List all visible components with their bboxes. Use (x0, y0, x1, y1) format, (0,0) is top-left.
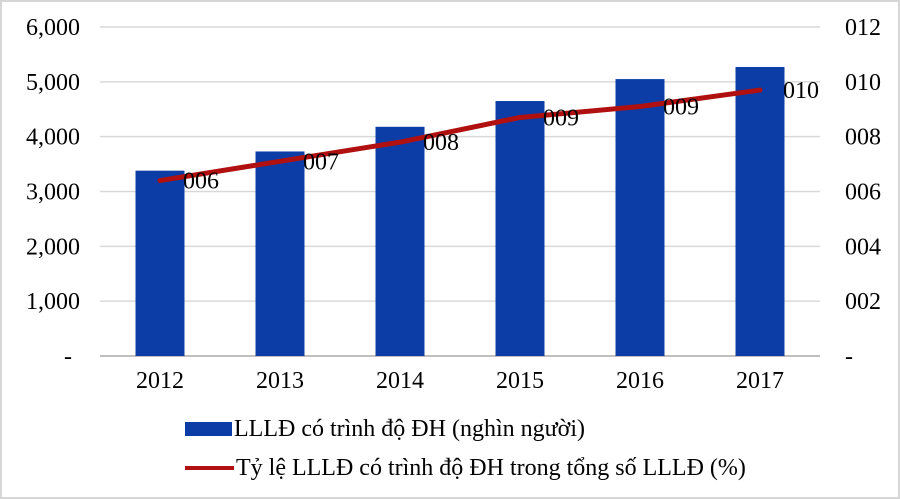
bar-2012 (135, 170, 185, 356)
left-axis-tick-label: 4,000 (26, 125, 80, 151)
left-axis-tick-label: 5,000 (26, 70, 80, 96)
right-axis-tick-label: 002 (845, 289, 881, 315)
category-label: 2017 (736, 368, 784, 394)
right-axis-tick-label: 004 (845, 234, 881, 260)
bar-2014 (375, 126, 425, 357)
category-label: 2014 (376, 368, 424, 394)
line-data-label: 008 (423, 130, 459, 156)
bar-2015 (495, 101, 545, 357)
right-axis-tick-label: 008 (845, 125, 881, 151)
bar-2013 (255, 151, 305, 356)
line-data-label: 010 (783, 78, 819, 104)
right-axis-tick-label: 012 (845, 15, 881, 41)
line-swatch-icon (185, 466, 234, 470)
bar-2016 (615, 79, 665, 356)
left-axis-tick-label: 6,000 (26, 15, 80, 41)
category-label: 2013 (256, 368, 304, 394)
legend-item-bars: LLLĐ có trình độ ĐH (nghìn người) (185, 415, 746, 443)
right-axis-tick-label: 010 (845, 70, 881, 96)
left-axis-tick-label: 1,000 (26, 289, 80, 315)
category-label: 2016 (616, 368, 664, 394)
line-data-label: 007 (303, 149, 339, 175)
line-data-label: 009 (543, 105, 579, 131)
left-axis-tick-label: 3,000 (26, 180, 80, 206)
legend-item-line: Tỷ lệ LLLĐ có trình độ ĐH trong tổng số … (185, 454, 746, 482)
category-label: 2012 (136, 368, 184, 394)
right-axis-tick-label: - (845, 344, 853, 370)
category-label: 2015 (496, 368, 544, 394)
bar-swatch-icon (185, 422, 232, 436)
rate-line (157, 87, 763, 184)
left-axis-tick-label: 2,000 (26, 234, 80, 260)
legend-label: Tỷ lệ LLLĐ có trình độ ĐH trong tổng số … (236, 454, 746, 481)
bar-2017 (735, 67, 785, 357)
legend-label: LLLĐ có trình độ ĐH (nghìn người) (234, 415, 585, 442)
legend: LLLĐ có trình độ ĐH (nghìn người) Tỷ lệ L… (185, 415, 746, 482)
left-axis-tick-label: - (64, 344, 72, 370)
line-data-label: 009 (663, 95, 699, 121)
right-axis-tick-label: 006 (845, 180, 881, 206)
line-data-label: 006 (183, 169, 219, 195)
